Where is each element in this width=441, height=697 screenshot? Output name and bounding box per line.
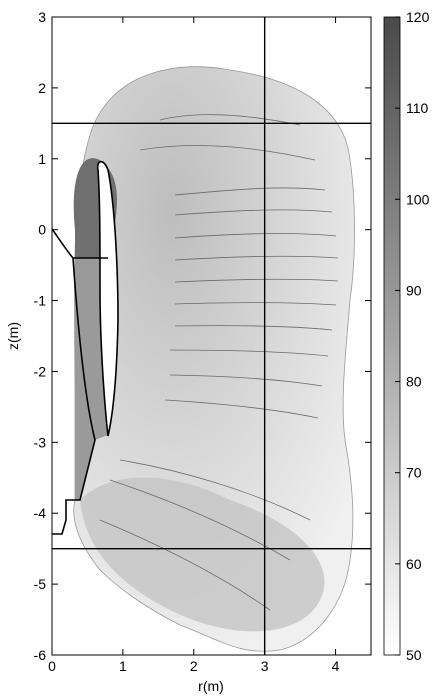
y-tick-label: -1 (34, 293, 47, 309)
reference-lines (52, 17, 371, 655)
y-axis-label: z(m) (5, 322, 21, 350)
colorbar-tick-label: 100 (406, 191, 430, 207)
colorbar-tick-label: 60 (406, 556, 422, 572)
colorbar-tick-label: 110 (406, 100, 429, 116)
plot-frame (51, 16, 372, 656)
colorbar (383, 16, 401, 656)
y-tick-label: 0 (38, 222, 46, 238)
x-tick-label: 1 (119, 658, 127, 674)
x-tick-label: 2 (190, 658, 198, 674)
x-tick-label: 0 (48, 658, 56, 674)
x-tick-label: 4 (332, 658, 340, 674)
y-axis: 3 2 1 0 -1 -2 -3 -4 -5 -6 (34, 9, 371, 663)
colorbar-tick-label: 80 (406, 374, 422, 390)
wall-outline (52, 228, 108, 535)
plasma-boundary (96, 160, 119, 437)
colorbar-tick-label: 70 (406, 465, 422, 481)
y-tick-label: -5 (34, 576, 47, 592)
x-axis: 0 1 2 3 4 (48, 17, 340, 674)
colorbar-tick-label: 50 (406, 647, 422, 663)
x-tick-label: 3 (261, 658, 269, 674)
colorbar-tick-label: 90 (406, 282, 422, 298)
y-tick-label: -3 (34, 434, 47, 450)
colorbar-ticks: 120 110 100 90 80 70 60 50 (395, 9, 430, 663)
y-tick-label: 1 (38, 151, 46, 167)
y-tick-label: -6 (34, 647, 47, 663)
y-tick-label: 3 (38, 9, 46, 25)
y-tick-label: -2 (34, 363, 47, 379)
field-lower-lobe (80, 477, 325, 632)
y-tick-label: -4 (34, 505, 47, 521)
colorbar-tick-label: 120 (406, 9, 430, 25)
y-tick-label: 2 (38, 80, 46, 96)
x-axis-label: r(m) (198, 678, 224, 694)
field-region (52, 66, 355, 652)
